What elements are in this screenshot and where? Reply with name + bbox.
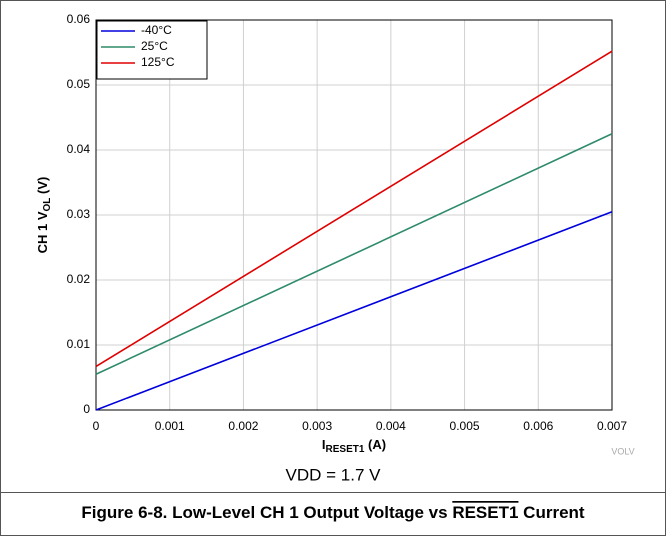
legend-label: 125°C — [141, 55, 175, 69]
caption-part: Current — [518, 503, 584, 522]
x-tick-label: 0.004 — [376, 419, 406, 433]
y-tick-label: 0 — [83, 402, 90, 416]
y-label-part: (V) — [35, 177, 50, 198]
y-tick-label: 0.03 — [67, 207, 91, 221]
y-tick-label: 0.06 — [67, 12, 91, 26]
legend-label: 25°C — [141, 39, 168, 53]
x-tick-label: 0.002 — [228, 419, 258, 433]
caption-part: Figure 6-8. Low-Level CH 1 Output Voltag… — [81, 503, 452, 522]
y-tick-label: 0.04 — [67, 142, 91, 156]
caption: Figure 6-8. Low-Level CH 1 Output Voltag… — [81, 503, 585, 522]
caption-part: RESET1 — [452, 503, 518, 522]
y-tick-label: 0.05 — [67, 77, 91, 91]
plot-border — [95, 19, 613, 411]
x-tick-label: 0.006 — [523, 419, 553, 433]
series-line — [95, 211, 613, 411]
series-line — [95, 50, 613, 368]
y-tick-label: 0.01 — [67, 337, 91, 351]
x-label-part: I — [322, 437, 326, 452]
x-tick-label: 0.007 — [597, 419, 627, 433]
x-tick-label: 0.001 — [155, 419, 185, 433]
x-label-part: (A) — [364, 437, 386, 452]
x-tick-label: 0.003 — [302, 419, 332, 433]
series-line — [95, 133, 613, 375]
watermark: VOLV — [611, 446, 634, 456]
legend-label: -40°C — [141, 23, 172, 37]
x-tick-label: 0 — [93, 419, 100, 433]
x-axis-label: IRESET1 (A) — [322, 437, 386, 454]
note: VDD = 1.7 V — [286, 465, 382, 484]
x-tick-label: 0.005 — [450, 419, 480, 433]
x-label-part: RESET1 — [326, 444, 365, 455]
y-label-part: OL — [42, 198, 53, 212]
y-tick-label: 0.02 — [67, 272, 91, 286]
y-label-part: CH 1 V — [35, 211, 50, 253]
y-axis-label: CH 1 VOL (V) — [35, 177, 52, 254]
